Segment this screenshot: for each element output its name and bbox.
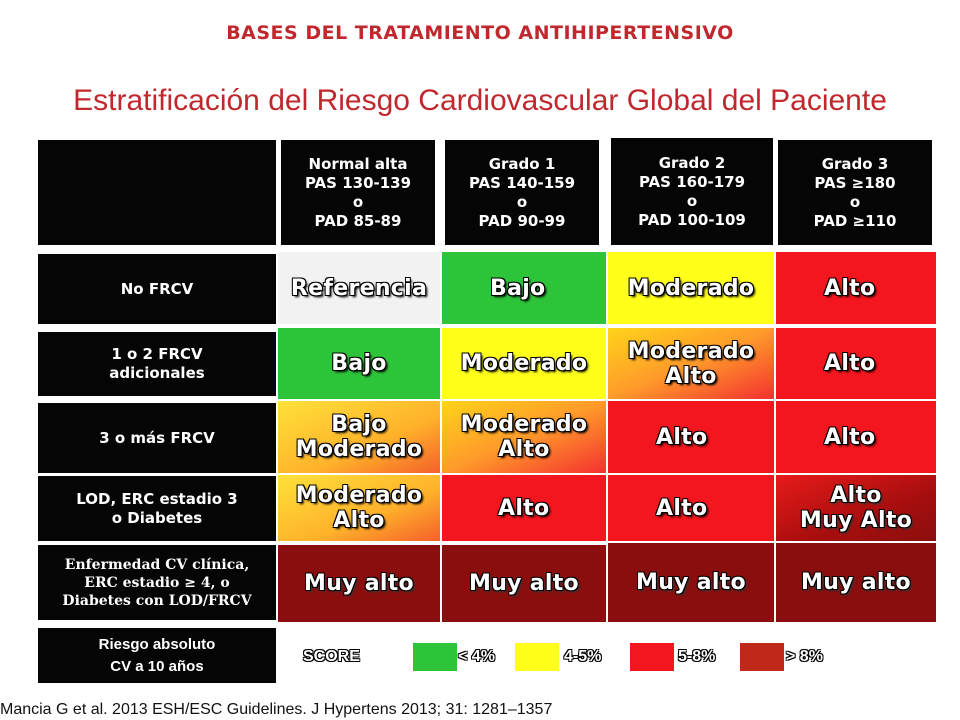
row-label-no-frcv: No FRCV (38, 254, 276, 324)
legend-box-line: Riesgo absoluto (98, 635, 216, 653)
row-label-lod-erc: LOD, ERC estadio 3 o Diabetes (38, 476, 276, 541)
citation: Mancia G et al. 2013 ESH/ESC Guidelines.… (0, 701, 553, 718)
row-label-line: Diabetes con LOD/FRCV (62, 592, 252, 609)
risk-cell-text: Muy alto (469, 571, 579, 596)
legend-box-line: CV a 10 años (110, 657, 204, 675)
risk-cell: Moderado Alto (608, 328, 774, 399)
risk-cell: Moderado Alto (278, 475, 440, 541)
column-header-line: o (849, 192, 861, 211)
legend-swatch (740, 643, 784, 671)
risk-cell-text: Moderado (627, 275, 755, 301)
column-header-line: o (516, 192, 528, 211)
row-label-line: adicionales (109, 364, 205, 382)
risk-cell: Muy alto (278, 545, 440, 622)
risk-cell-text: Muy alto (304, 571, 414, 596)
column-header-line: PAD 90-99 (478, 211, 566, 230)
column-header-line: PAS ≥180 (814, 173, 896, 192)
column-header-line: PAS 160-179 (638, 172, 746, 191)
risk-cell-text: Muy Alto (799, 508, 913, 533)
risk-cell-text: Moderado (295, 483, 423, 508)
legend-swatch (413, 643, 457, 671)
column-header-line: o (686, 191, 698, 210)
column-header-line: o (352, 192, 364, 211)
risk-cell: Alto (776, 252, 936, 324)
row-label-line: 1 o 2 FRCV (111, 345, 203, 363)
row-label-line: LOD, ERC estadio 3 (76, 489, 238, 508)
column-header-line: PAS 130-139 (304, 173, 412, 192)
risk-cell-text: Alto (824, 424, 876, 450)
risk-cell-text: Muy alto (636, 570, 746, 595)
risk-cell-text: Alto (665, 363, 717, 389)
legend-box: Riesgo absoluto CV a 10 años (38, 628, 276, 683)
risk-cell-text: Bajo (331, 412, 387, 437)
column-header-normal-alta: Normal alta PAS 130-139 o PAD 85-89 (281, 140, 435, 245)
risk-cell: Alto (442, 475, 606, 541)
column-header-line: Grado 2 (658, 153, 726, 172)
risk-cell: Bajo (278, 328, 440, 399)
legend-label: < 4% (458, 648, 495, 665)
row-label-enfermedad-cv: Enfermedad CV clínica, ERC estadio ≥ 4, … (38, 545, 276, 620)
risk-cell: Moderado Alto (442, 401, 606, 473)
main-title: Estratificación del Riesgo Cardiovascula… (73, 84, 887, 117)
top-title: BASES DEL TRATAMIENTO ANTIHIPERTENSIVO (226, 22, 734, 44)
risk-cell-text: Alto (333, 508, 385, 533)
row-label-3-frcv: 3 o más FRCV (38, 403, 276, 473)
column-header-grado-2: Grado 2 PAS 160-179 o PAD 100-109 (611, 138, 773, 245)
row-label-line: No FRCV (120, 279, 194, 298)
risk-cell: Muy alto (608, 543, 774, 622)
corner-header (38, 140, 276, 245)
risk-cell: Referencia (278, 252, 440, 324)
row-label-line: o Diabetes (111, 508, 203, 527)
risk-cell: Alto (608, 475, 774, 541)
column-header-line: PAS 140-159 (468, 173, 576, 192)
legend-swatch (515, 643, 559, 671)
risk-cell: Moderado (608, 252, 774, 324)
column-header-line: Normal alta (308, 154, 408, 173)
risk-cell-text: Moderado (460, 351, 588, 376)
risk-cell-text: Bajo (331, 351, 387, 376)
column-header-line: PAD 100-109 (638, 210, 746, 229)
legend-label: 5-8% (678, 648, 716, 665)
risk-cell-text: Moderado (460, 412, 588, 437)
risk-cell: Alto Muy Alto (776, 475, 936, 541)
risk-cell-text: Alto (498, 437, 550, 462)
risk-cell: Muy alto (442, 545, 606, 622)
risk-cell: Moderado (442, 328, 606, 399)
risk-cell: Bajo (442, 252, 606, 324)
risk-cell: Muy alto (776, 543, 936, 622)
row-label-line: 3 o más FRCV (99, 428, 215, 447)
risk-cell-text: Bajo (490, 275, 546, 301)
risk-cell-text: Alto (656, 495, 708, 521)
column-header-line: Grado 3 (821, 154, 889, 173)
risk-cell-text: Moderado (295, 437, 423, 462)
risk-cell: Alto (776, 328, 936, 399)
risk-cell: Alto (776, 401, 936, 473)
risk-cell-text: Alto (824, 275, 876, 301)
row-label-1-2-frcv: 1 o 2 FRCV adicionales (38, 332, 276, 396)
risk-cell: Alto (608, 401, 774, 473)
row-label-line: Enfermedad CV clínica, (64, 556, 250, 573)
risk-cell-text: Alto (656, 424, 708, 450)
legend-swatch (630, 643, 674, 671)
column-header-grado-3: Grado 3 PAS ≥180 o PAD ≥110 (778, 140, 932, 245)
risk-cell: Bajo Moderado (278, 401, 440, 473)
column-header-line: PAD ≥110 (813, 211, 897, 230)
legend-label: > 8% (786, 648, 823, 665)
score-label: SCORE (303, 648, 360, 665)
column-header-line: Grado 1 (488, 154, 556, 173)
risk-cell-text: Referencia (290, 275, 428, 301)
risk-cell-text: Muy alto (801, 570, 911, 595)
risk-cell-text: Alto (824, 351, 876, 376)
risk-cell-text: Alto (498, 495, 550, 521)
row-label-line: ERC estadio ≥ 4, o (84, 574, 230, 591)
column-header-grado-1: Grado 1 PAS 140-159 o PAD 90-99 (445, 140, 599, 245)
legend-label: 4-5% (564, 648, 602, 665)
risk-cell-text: Moderado (627, 338, 755, 364)
column-header-line: PAD 85-89 (314, 211, 402, 230)
risk-cell-text: Alto (830, 483, 882, 508)
